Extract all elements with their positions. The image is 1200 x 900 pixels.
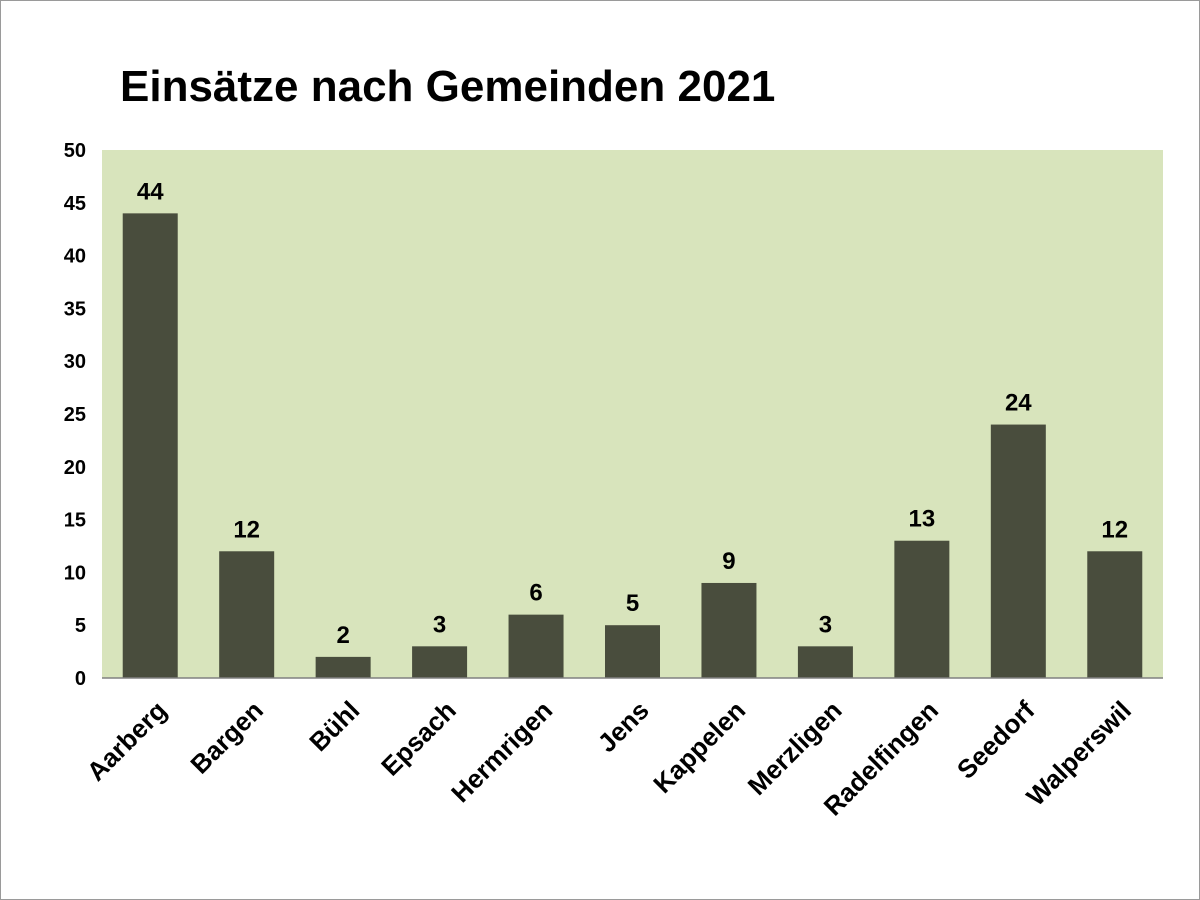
data-label: 6 <box>529 580 542 607</box>
data-label: 2 <box>336 622 349 649</box>
data-label: 12 <box>233 516 260 543</box>
x-tick-label: Jens <box>592 695 655 758</box>
bar <box>701 582 757 678</box>
data-label: 13 <box>909 506 936 533</box>
data-label: 44 <box>137 178 164 205</box>
data-labels: 44 12 2 3 6 5 9 3 13 24 12 <box>137 178 1128 649</box>
data-label: 5 <box>626 590 639 617</box>
data-label: 3 <box>433 611 446 638</box>
data-label: 3 <box>819 611 832 638</box>
y-tick-label: 20 <box>64 457 86 479</box>
bar <box>990 424 1046 678</box>
y-tick-label: 15 <box>64 510 86 532</box>
bar <box>797 646 853 678</box>
plot-area <box>102 150 1163 678</box>
x-tick-label: Seedorf <box>951 695 1041 785</box>
y-axis: 0 5 10 15 20 25 30 35 40 45 50 <box>64 140 86 690</box>
y-tick-label: 40 <box>64 246 86 268</box>
y-tick-label: 45 <box>64 193 86 215</box>
y-tick-label: 30 <box>64 351 86 373</box>
bar <box>122 213 178 679</box>
bar <box>605 625 660 678</box>
bar-series <box>122 213 1143 679</box>
x-tick-label: Walperswil <box>1020 695 1137 812</box>
bar <box>1087 551 1143 678</box>
y-tick-label: 5 <box>75 615 86 637</box>
y-tick-label: 10 <box>64 562 86 584</box>
y-tick-label: 0 <box>75 668 86 690</box>
y-tick-label: 25 <box>64 404 86 426</box>
x-tick-label: Epsach <box>375 695 462 782</box>
bar <box>412 646 468 678</box>
data-label: 9 <box>722 548 735 575</box>
x-tick-label: Bühl <box>303 695 365 757</box>
x-tick-label: Bargen <box>184 695 269 780</box>
chart-title: Einsätze nach Gemeinden 2021 <box>120 62 776 111</box>
bar <box>508 614 564 678</box>
bar <box>315 656 371 678</box>
y-tick-label: 35 <box>64 298 86 320</box>
bar <box>894 540 950 678</box>
x-tick-label: Kappelen <box>647 695 751 799</box>
x-tick-label: Hermrigen <box>445 695 558 808</box>
data-label: 24 <box>1005 390 1032 417</box>
bar <box>219 551 275 678</box>
y-tick-label: 50 <box>64 140 86 162</box>
x-tick-label: Aarberg <box>81 695 173 787</box>
data-label: 12 <box>1101 516 1128 543</box>
